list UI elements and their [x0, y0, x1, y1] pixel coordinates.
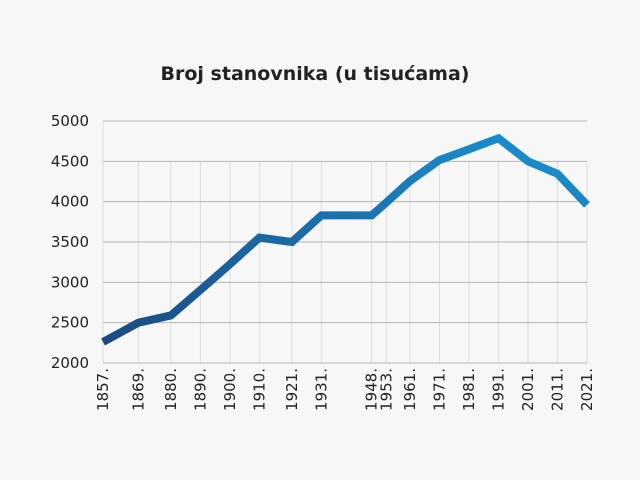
x-tick-label: 1910. — [250, 368, 268, 411]
y-tick-label: 3000 — [51, 273, 89, 291]
y-tick-label: 3500 — [51, 233, 89, 251]
x-tick-label: 1953. — [377, 368, 395, 411]
y-tick-label: 2000 — [51, 354, 89, 372]
chart-title: Broj stanovnika (u tisućama) — [161, 63, 470, 85]
x-tick-label: 2021. — [578, 368, 596, 411]
x-tick-label: 2001. — [519, 368, 537, 411]
x-tick-label: 1890. — [191, 368, 209, 411]
x-tick-label: 1948. — [363, 368, 381, 411]
y-tick-label: 5000 — [51, 112, 89, 130]
x-tick-label: 1900. — [221, 368, 239, 411]
y-tick-label: 4000 — [51, 193, 89, 211]
x-tick-label: 1971. — [430, 368, 448, 411]
x-tick-label: 1921. — [283, 368, 301, 411]
x-tick-label: 1981. — [460, 368, 478, 411]
y-tick-label: 2500 — [51, 314, 89, 332]
population-series-line — [101, 133, 590, 346]
x-tick-label: 1857. — [94, 368, 112, 411]
y-tick-label: 4500 — [51, 152, 89, 170]
x-tick-label: 1991. — [489, 368, 507, 411]
x-tick-label: 1880. — [162, 368, 180, 411]
x-tick-label: 1961. — [401, 368, 419, 411]
x-tick-label: 2011. — [548, 368, 566, 411]
x-tick-label: 1869. — [129, 368, 147, 411]
x-tick-label: 1931. — [312, 368, 330, 411]
